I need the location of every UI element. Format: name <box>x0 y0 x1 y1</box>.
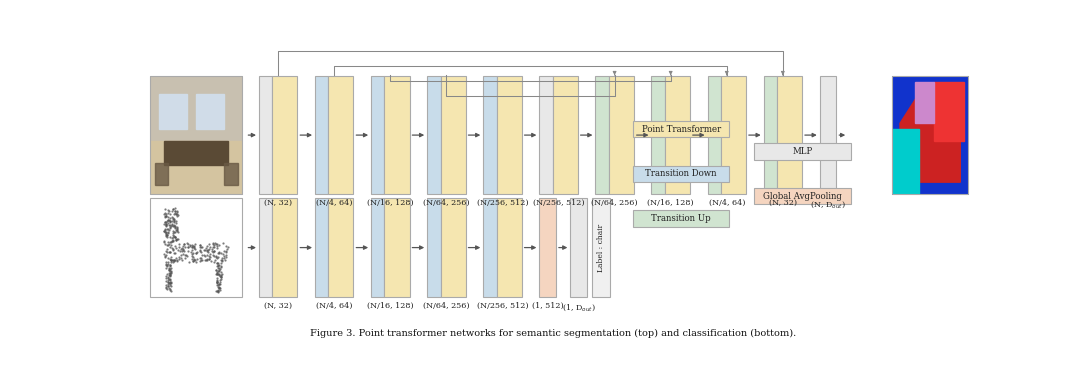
Text: (N/16, 128): (N/16, 128) <box>367 199 414 207</box>
Text: (1, D$_{out}$): (1, D$_{out}$) <box>562 302 595 313</box>
Bar <box>892 76 968 194</box>
Text: Transition Down: Transition Down <box>646 170 717 178</box>
Bar <box>259 76 272 194</box>
Text: Label : chair: Label : chair <box>597 224 605 272</box>
Bar <box>150 199 242 297</box>
Bar <box>372 199 384 297</box>
Bar <box>595 76 609 194</box>
Bar <box>665 76 690 194</box>
Text: Figure 3. Point transformer networks for semantic segmentation (top) and classif: Figure 3. Point transformer networks for… <box>310 329 797 339</box>
Bar <box>609 76 634 194</box>
Text: (N/4, 64): (N/4, 64) <box>316 302 352 310</box>
Text: (N, 32): (N, 32) <box>265 199 293 207</box>
Bar <box>272 199 297 297</box>
Text: (N/64, 256): (N/64, 256) <box>423 302 470 310</box>
Text: (N/4, 64): (N/4, 64) <box>708 199 745 207</box>
Bar <box>384 76 409 194</box>
Bar <box>592 199 610 297</box>
Text: (N/64, 256): (N/64, 256) <box>591 199 638 207</box>
Bar <box>553 76 578 194</box>
Bar <box>754 188 851 204</box>
Bar <box>820 76 836 194</box>
Bar <box>777 76 802 194</box>
Text: (1, 512): (1, 512) <box>531 302 564 310</box>
Bar <box>633 211 729 227</box>
Bar <box>497 76 522 194</box>
Bar <box>272 76 297 194</box>
Bar <box>721 76 746 194</box>
Bar <box>539 199 556 297</box>
Bar <box>441 76 465 194</box>
Text: (N/16, 128): (N/16, 128) <box>367 302 414 310</box>
Bar <box>315 76 328 194</box>
Text: (N/64, 256): (N/64, 256) <box>423 199 470 207</box>
Bar <box>328 76 353 194</box>
Text: (N/256, 512): (N/256, 512) <box>476 199 528 207</box>
Text: (N, D$_{out}$): (N, D$_{out}$) <box>810 199 846 210</box>
Bar <box>328 199 353 297</box>
Bar <box>651 76 665 194</box>
Bar <box>441 199 465 297</box>
Bar <box>707 76 721 194</box>
Text: Transition Up: Transition Up <box>651 214 711 223</box>
Text: (N/4, 64): (N/4, 64) <box>316 199 352 207</box>
Bar <box>372 76 384 194</box>
Text: (N/256, 512): (N/256, 512) <box>476 302 528 310</box>
Text: (N/16, 128): (N/16, 128) <box>647 199 694 207</box>
Text: Global AvgPooling: Global AvgPooling <box>764 192 842 201</box>
Bar <box>150 76 242 194</box>
Bar <box>427 199 441 297</box>
Text: (N, 32): (N, 32) <box>265 302 293 310</box>
Text: Point Transformer: Point Transformer <box>642 125 720 134</box>
Text: MLP: MLP <box>793 147 812 156</box>
Bar <box>633 166 729 182</box>
Bar <box>315 199 328 297</box>
Bar <box>764 76 777 194</box>
Bar <box>483 199 497 297</box>
Text: (N/256, 512): (N/256, 512) <box>532 199 584 207</box>
Bar <box>384 199 409 297</box>
Bar <box>570 199 588 297</box>
Bar <box>483 76 497 194</box>
Bar <box>427 76 441 194</box>
Bar <box>633 121 729 137</box>
Bar <box>754 143 851 160</box>
Text: (N, 32): (N, 32) <box>769 199 797 207</box>
Bar <box>539 76 553 194</box>
Bar <box>497 199 522 297</box>
Bar <box>259 199 272 297</box>
